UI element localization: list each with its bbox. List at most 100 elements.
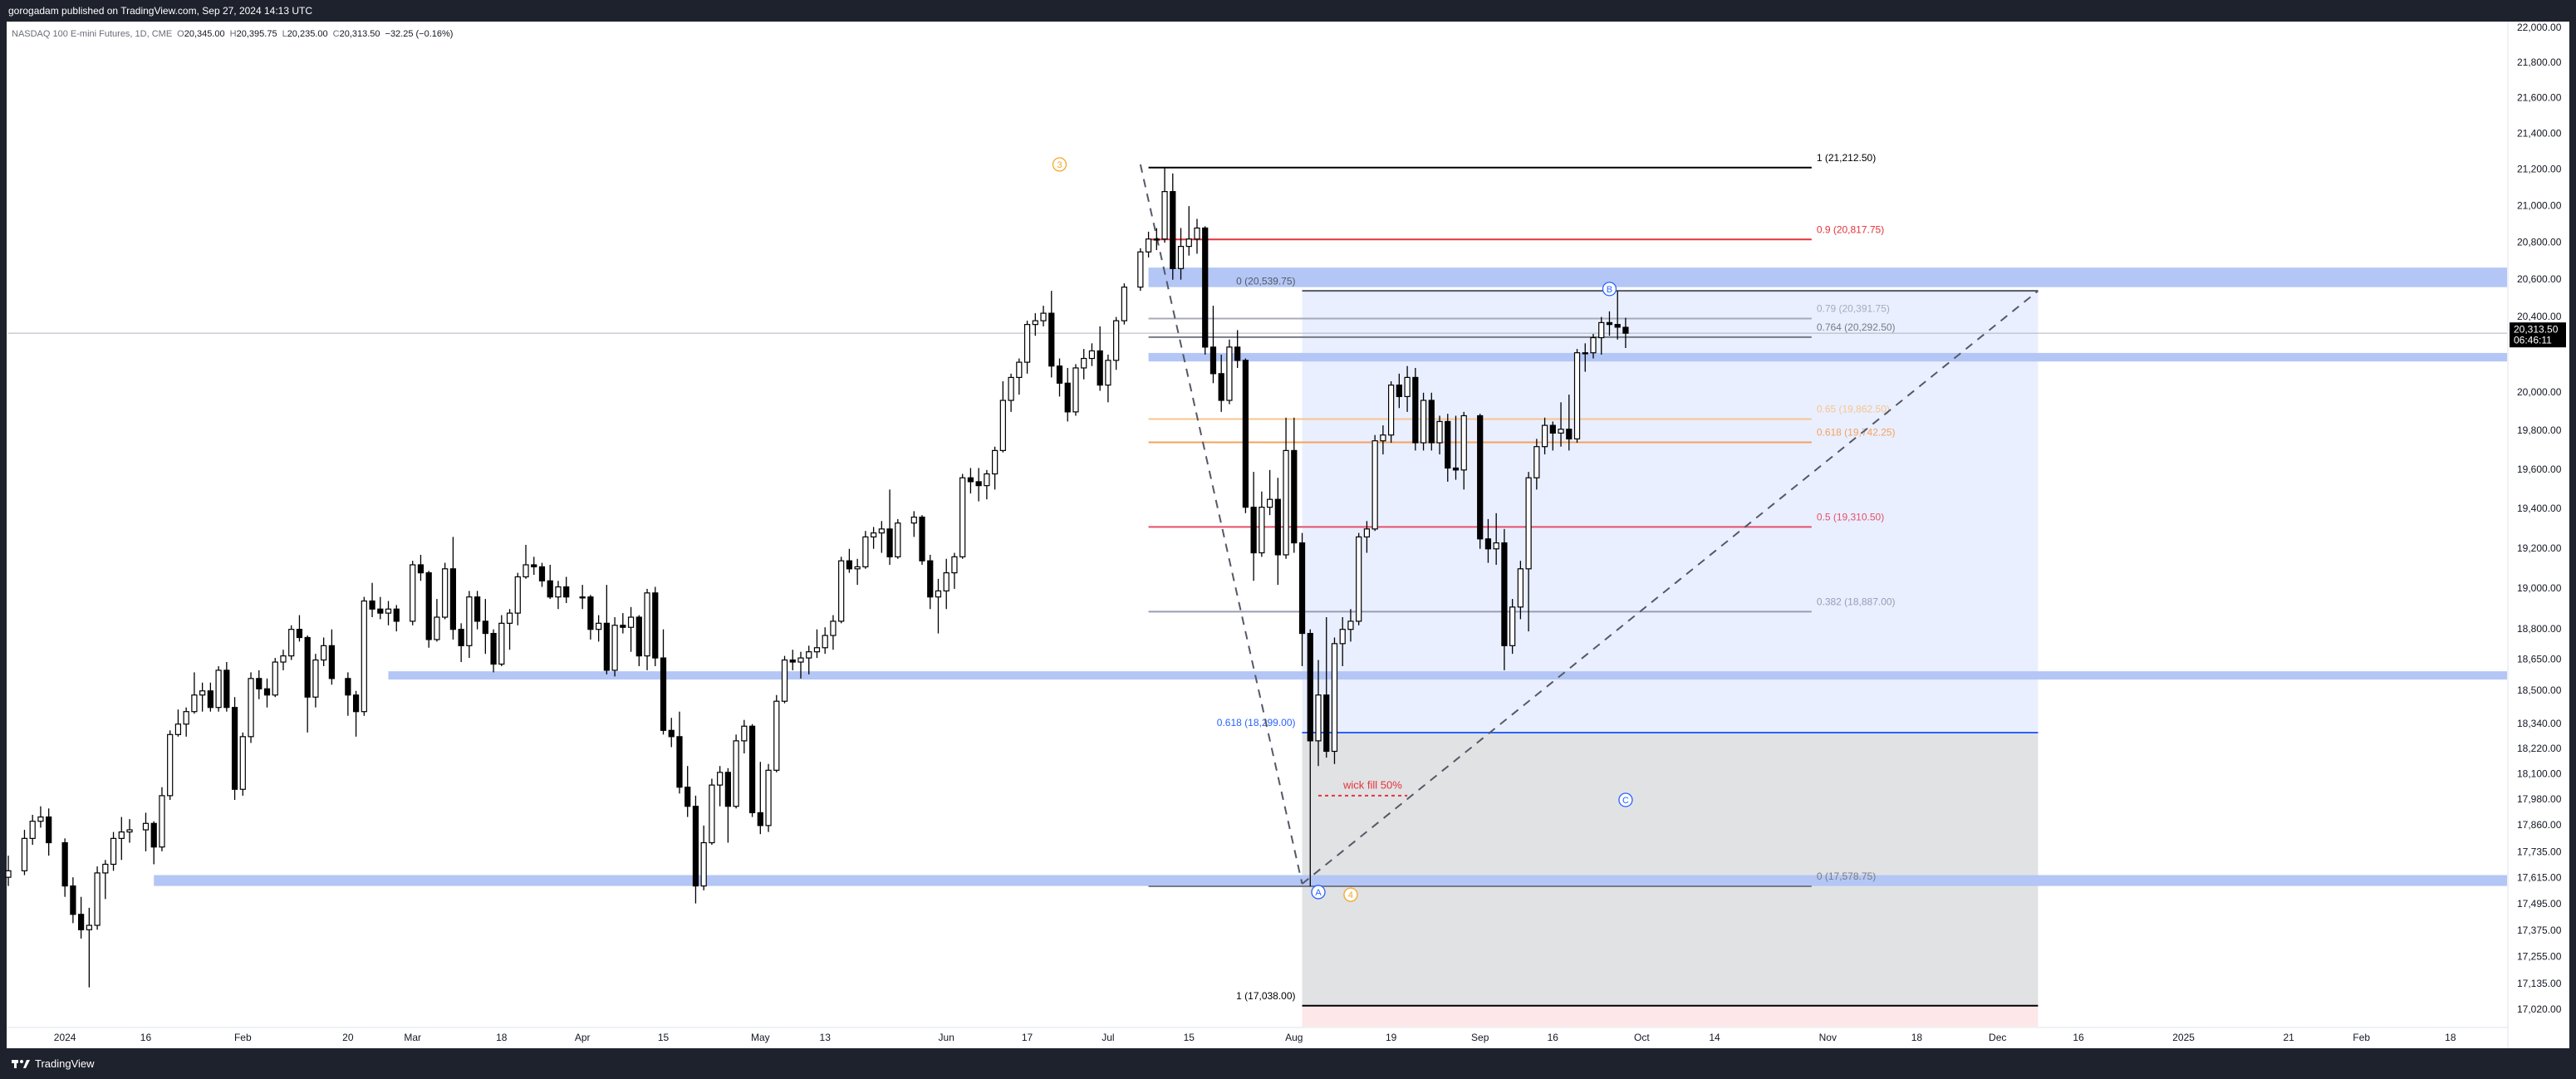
wick-fill-label: wick fill 50% <box>1342 778 1402 791</box>
x-tick-label: 20 <box>342 1032 354 1043</box>
candle-body <box>1023 324 1031 363</box>
candle-body <box>1194 227 1200 240</box>
support-band <box>1148 267 2507 287</box>
candle-body <box>167 733 174 797</box>
ohlc-value: 20,235.00 <box>287 29 328 39</box>
candle-body <box>1558 429 1564 434</box>
x-tick-label: 14 <box>1709 1032 1720 1043</box>
candle-body <box>288 629 295 657</box>
candle-body <box>46 816 52 844</box>
candle-body <box>1298 542 1306 635</box>
candle-body <box>1404 376 1411 397</box>
candle-body <box>110 837 117 866</box>
candle-body <box>1064 382 1071 413</box>
candle-body <box>417 564 424 574</box>
candle-body <box>1606 321 1613 326</box>
candle-body <box>70 885 76 915</box>
candle-body <box>652 592 659 659</box>
x-tick-label: Jun <box>939 1032 954 1043</box>
candle-body <box>709 784 715 844</box>
candle-body <box>692 806 699 887</box>
candle-body <box>61 841 68 887</box>
candle-body <box>1331 643 1338 753</box>
candle-body <box>142 822 150 831</box>
candle-body <box>547 580 553 598</box>
candle-body <box>361 600 367 713</box>
candle-body <box>1081 357 1087 369</box>
candle-body <box>1266 498 1273 508</box>
wave-label: 4 <box>1348 890 1353 900</box>
candle-body <box>223 669 230 709</box>
candle-body <box>789 659 796 663</box>
x-tick-label: 16 <box>140 1032 152 1043</box>
candle-body <box>1347 620 1354 630</box>
y-tick-label: 17,495.00 <box>2517 898 2562 910</box>
candle-body <box>1533 446 1540 478</box>
y-tick-label: 22,000.00 <box>2517 22 2562 33</box>
y-tick-label: 18,800.00 <box>2517 623 2562 635</box>
candle-body <box>741 725 748 742</box>
x-tick-label: 18 <box>1911 1032 1923 1043</box>
candle-body <box>1259 507 1265 554</box>
candle-body <box>1170 191 1176 269</box>
candle-body <box>1283 449 1289 556</box>
x-tick-label: Aug <box>1285 1032 1303 1043</box>
wave-label: C <box>1622 796 1629 806</box>
candle-body <box>587 596 594 630</box>
y-tick-label: 21,800.00 <box>2517 56 2562 68</box>
ohlc-item: L20,235.00 <box>282 27 328 42</box>
symbol-name: NASDAQ 100 E-mini Futures, 1D, CME <box>12 29 173 39</box>
fib-label: 0.79 (20,391.75) <box>1817 303 1890 315</box>
ohlc-item: O20,345.00 <box>177 27 225 42</box>
fib-label: 1 (21,212.50) <box>1817 152 1876 164</box>
y-tick-label: 19,200.00 <box>2517 542 2562 554</box>
candle-body <box>1380 434 1386 442</box>
candle-body <box>473 596 481 622</box>
y-tick-label: 17,020.00 <box>2517 1003 2562 1015</box>
candle-body <box>999 400 1006 451</box>
candle-body <box>1460 414 1467 471</box>
candle-body <box>984 473 990 487</box>
candle-body <box>1161 191 1168 240</box>
candle-body <box>393 608 400 622</box>
candle-body <box>1582 352 1588 355</box>
wave-label-circle <box>1052 157 1067 172</box>
candle-body <box>102 863 109 874</box>
candle-body <box>1484 538 1492 550</box>
x-tick-label: Dec <box>1989 1032 2006 1043</box>
candle-body <box>94 872 101 926</box>
candle-body <box>1436 420 1443 444</box>
candle-body <box>1040 312 1047 321</box>
ohlc-item: C20,313.50 <box>333 27 380 42</box>
candle-body <box>1048 312 1055 367</box>
fib-label: 0.65 (19,862.50) <box>1817 404 1890 415</box>
candle-body <box>927 560 934 598</box>
candle-body <box>1509 606 1516 646</box>
candle-body <box>21 837 28 871</box>
candle-body <box>822 635 828 649</box>
x-tick-label: Sep <box>1471 1032 1489 1043</box>
x-tick-label: 15 <box>658 1032 670 1043</box>
x-tick-label: Oct <box>1634 1032 1650 1043</box>
fib-label: 0 (17,578.75) <box>1817 871 1876 882</box>
fib-label: 0.618 (19,742.25) <box>1817 427 1896 439</box>
x-tick-label: 15 <box>1184 1032 1195 1043</box>
position-zone <box>1302 1005 2039 1027</box>
fib-label: 0.764 (20,292.50) <box>1817 321 1896 333</box>
candle-body <box>757 812 763 826</box>
x-tick-label: 18 <box>496 1032 508 1043</box>
candle-body <box>830 620 837 636</box>
candle-body <box>150 822 157 848</box>
fib-label: 0.382 (18,887.00) <box>1817 596 1896 608</box>
footer: TradingView <box>12 1052 95 1077</box>
candle-body <box>676 736 683 788</box>
y-tick-label: 17,615.00 <box>2517 872 2562 884</box>
candle-body <box>886 528 893 557</box>
candle-body <box>280 655 287 663</box>
candle-body <box>1428 400 1435 444</box>
candle-body <box>1226 346 1233 401</box>
candle-body <box>1598 321 1605 339</box>
brand-name: TradingView <box>35 1057 95 1070</box>
candle-body <box>1032 320 1038 326</box>
candle-body <box>321 645 327 661</box>
